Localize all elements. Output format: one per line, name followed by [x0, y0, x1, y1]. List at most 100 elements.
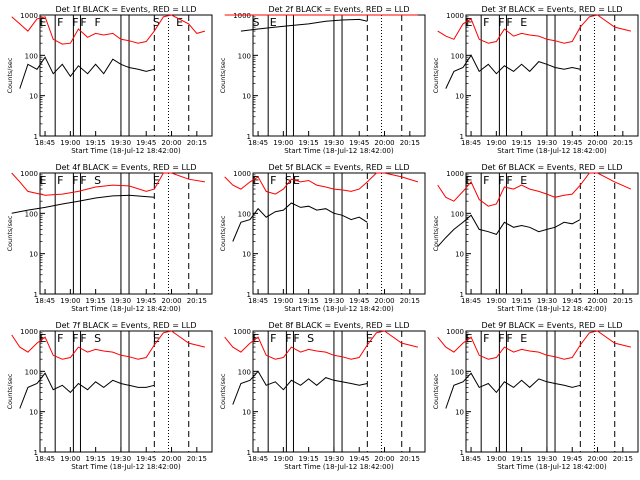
x-tick-label: 19:15: [299, 139, 319, 147]
x-tick-label: 19:15: [512, 139, 532, 147]
event-label: F: [57, 332, 63, 345]
event-label: S: [253, 16, 260, 29]
x-tick-label: 19:15: [299, 455, 319, 463]
panel-title: Det 3f BLACK = Events, RED = LLD: [481, 5, 622, 14]
y-tick-label: 1000: [233, 12, 251, 20]
event-label: F: [293, 332, 299, 345]
event-label: F: [80, 332, 86, 345]
x-tick-label: 19:30: [324, 455, 344, 463]
x-tick-label: 19:45: [349, 297, 369, 305]
panel-5: Det 5f BLACK = Events, RED = LLD 1 10 100 10…: [219, 163, 426, 313]
x-tick-label: 19:30: [324, 139, 344, 147]
event-label: E: [253, 174, 260, 187]
event-label: E: [366, 332, 373, 345]
series-lld: [437, 14, 632, 44]
x-tick-label: 18:45: [461, 297, 481, 305]
y-tick-label: 1000: [446, 328, 464, 336]
x-tick-label: 18:45: [248, 455, 268, 463]
series-lld: [224, 172, 419, 195]
event-label: F: [506, 16, 512, 29]
y-axis-label: Counts/sec: [432, 373, 440, 409]
panel-6: Det 6f BLACK = Events, RED = LLD 1 10 100 10…: [432, 163, 639, 313]
x-tick-label: 19:00: [273, 139, 293, 147]
event-label: F: [285, 332, 291, 345]
y-tick-label: 10: [242, 409, 251, 417]
y-tick-label: 1: [34, 449, 38, 457]
x-axis-label: Start Time (18-Jul-12 18:42:00): [71, 305, 181, 313]
y-tick-label: 100: [25, 52, 38, 60]
x-tick-label: 19:45: [349, 139, 369, 147]
y-tick-label: 10: [29, 93, 38, 101]
series-events: [445, 372, 581, 409]
x-axis-label: Start Time (18-Jul-12 18:42:00): [497, 463, 607, 471]
y-tick-label: 100: [25, 368, 38, 376]
event-label: E: [153, 332, 160, 345]
series-events: [240, 18, 368, 32]
series-events: [232, 370, 368, 405]
panel-title: Det 8f BLACK = Events, RED = LLD: [268, 321, 409, 330]
y-tick-label: 1: [460, 133, 464, 141]
event-label: S: [285, 174, 292, 187]
event-label: S: [94, 174, 101, 187]
event-label: E: [270, 16, 277, 29]
panel-9: Det 9f BLACK = Events, RED = LLD 1 10 100 10…: [432, 321, 639, 471]
x-axis-label: Start Time (18-Jul-12 18:42:00): [71, 147, 181, 155]
x-tick-label: 20:15: [187, 455, 207, 463]
x-tick-label: 19:30: [111, 297, 131, 305]
panel-4: Det 4f BLACK = Events, RED = LLD 1 10 100 10…: [6, 163, 213, 313]
y-tick-label: 100: [25, 210, 38, 218]
x-tick-label: 19:45: [562, 139, 582, 147]
x-tick-label: 20:00: [374, 139, 394, 147]
y-tick-label: 1000: [233, 328, 251, 336]
series-events: [437, 214, 581, 247]
y-tick-label: 100: [238, 210, 251, 218]
plot-frame: [465, 172, 639, 295]
x-tick-label: 19:30: [537, 139, 557, 147]
y-tick-label: 1000: [20, 12, 38, 20]
y-tick-label: 1: [247, 133, 251, 141]
x-tick-label: 19:00: [273, 455, 293, 463]
x-tick-label: 19:00: [486, 139, 506, 147]
x-axis-label: Start Time (18-Jul-12 18:42:00): [497, 147, 607, 155]
y-tick-label: 10: [455, 409, 464, 417]
y-axis-label: Counts/sec: [6, 373, 14, 409]
x-tick-label: 19:45: [349, 455, 369, 463]
x-tick-label: 19:30: [537, 297, 557, 305]
series-events: [11, 194, 155, 214]
x-tick-label: 20:15: [613, 297, 633, 305]
event-label: F: [72, 16, 78, 29]
x-tick-label: 20:15: [187, 139, 207, 147]
y-axis-label: Counts/sec: [219, 57, 227, 93]
x-tick-label: 20:00: [374, 455, 394, 463]
plot-frame: [39, 172, 213, 295]
event-label: F: [95, 16, 101, 29]
x-tick-label: 19:45: [136, 455, 156, 463]
y-tick-label: 10: [29, 409, 38, 417]
y-tick-label: 1: [247, 449, 251, 457]
series-lld: [11, 14, 206, 45]
plot-frame: [465, 14, 639, 137]
y-tick-label: 1: [247, 291, 251, 299]
event-label: E: [466, 174, 473, 187]
event-label: S: [94, 332, 101, 345]
panel-title: Det 2f BLACK = Events, RED = LLD: [268, 5, 409, 14]
event-label: F: [72, 174, 78, 187]
event-label: F: [72, 332, 78, 345]
x-tick-label: 19:00: [60, 139, 80, 147]
y-tick-label: 10: [29, 251, 38, 259]
x-tick-label: 20:00: [587, 297, 607, 305]
series-events: [19, 56, 155, 89]
y-tick-label: 100: [451, 368, 464, 376]
x-tick-label: 20:00: [161, 139, 181, 147]
x-tick-label: 19:15: [512, 455, 532, 463]
y-tick-label: 1: [460, 449, 464, 457]
x-tick-label: 18:45: [35, 455, 55, 463]
x-tick-label: 20:15: [400, 297, 420, 305]
series-events: [19, 372, 155, 409]
x-tick-label: 19:30: [111, 139, 131, 147]
panel-title: Det 4f BLACK = Events, RED = LLD: [55, 163, 196, 172]
x-tick-label: 20:00: [587, 139, 607, 147]
event-label: F: [506, 332, 512, 345]
y-axis-label: Counts/sec: [432, 57, 440, 93]
x-tick-label: 20:15: [400, 455, 420, 463]
